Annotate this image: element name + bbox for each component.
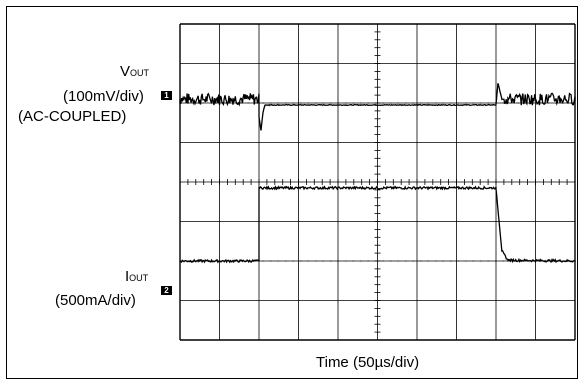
vout-label-main: V (120, 63, 131, 80)
channel-1-marker: 1 (161, 91, 172, 100)
iout-label: IOUT (125, 268, 148, 287)
iout-label-sub: OUT (129, 273, 149, 283)
vout-coupling-label: (AC-COUPLED) (18, 108, 127, 125)
vout-label: VOUT (120, 63, 149, 82)
iout-scale-label: (500mA/div) (55, 292, 136, 309)
vout-scale-label: (100mV/div) (63, 88, 144, 105)
x-axis-label: Time (50µs/div) (316, 354, 420, 371)
figure-frame (6, 6, 578, 379)
iout-label-main: I (125, 268, 130, 285)
channel-2-marker: 2 (161, 286, 172, 295)
vout-label-sub: OUT (130, 68, 150, 78)
trace-vout (179, 83, 576, 131)
trace-iout (179, 185, 576, 264)
